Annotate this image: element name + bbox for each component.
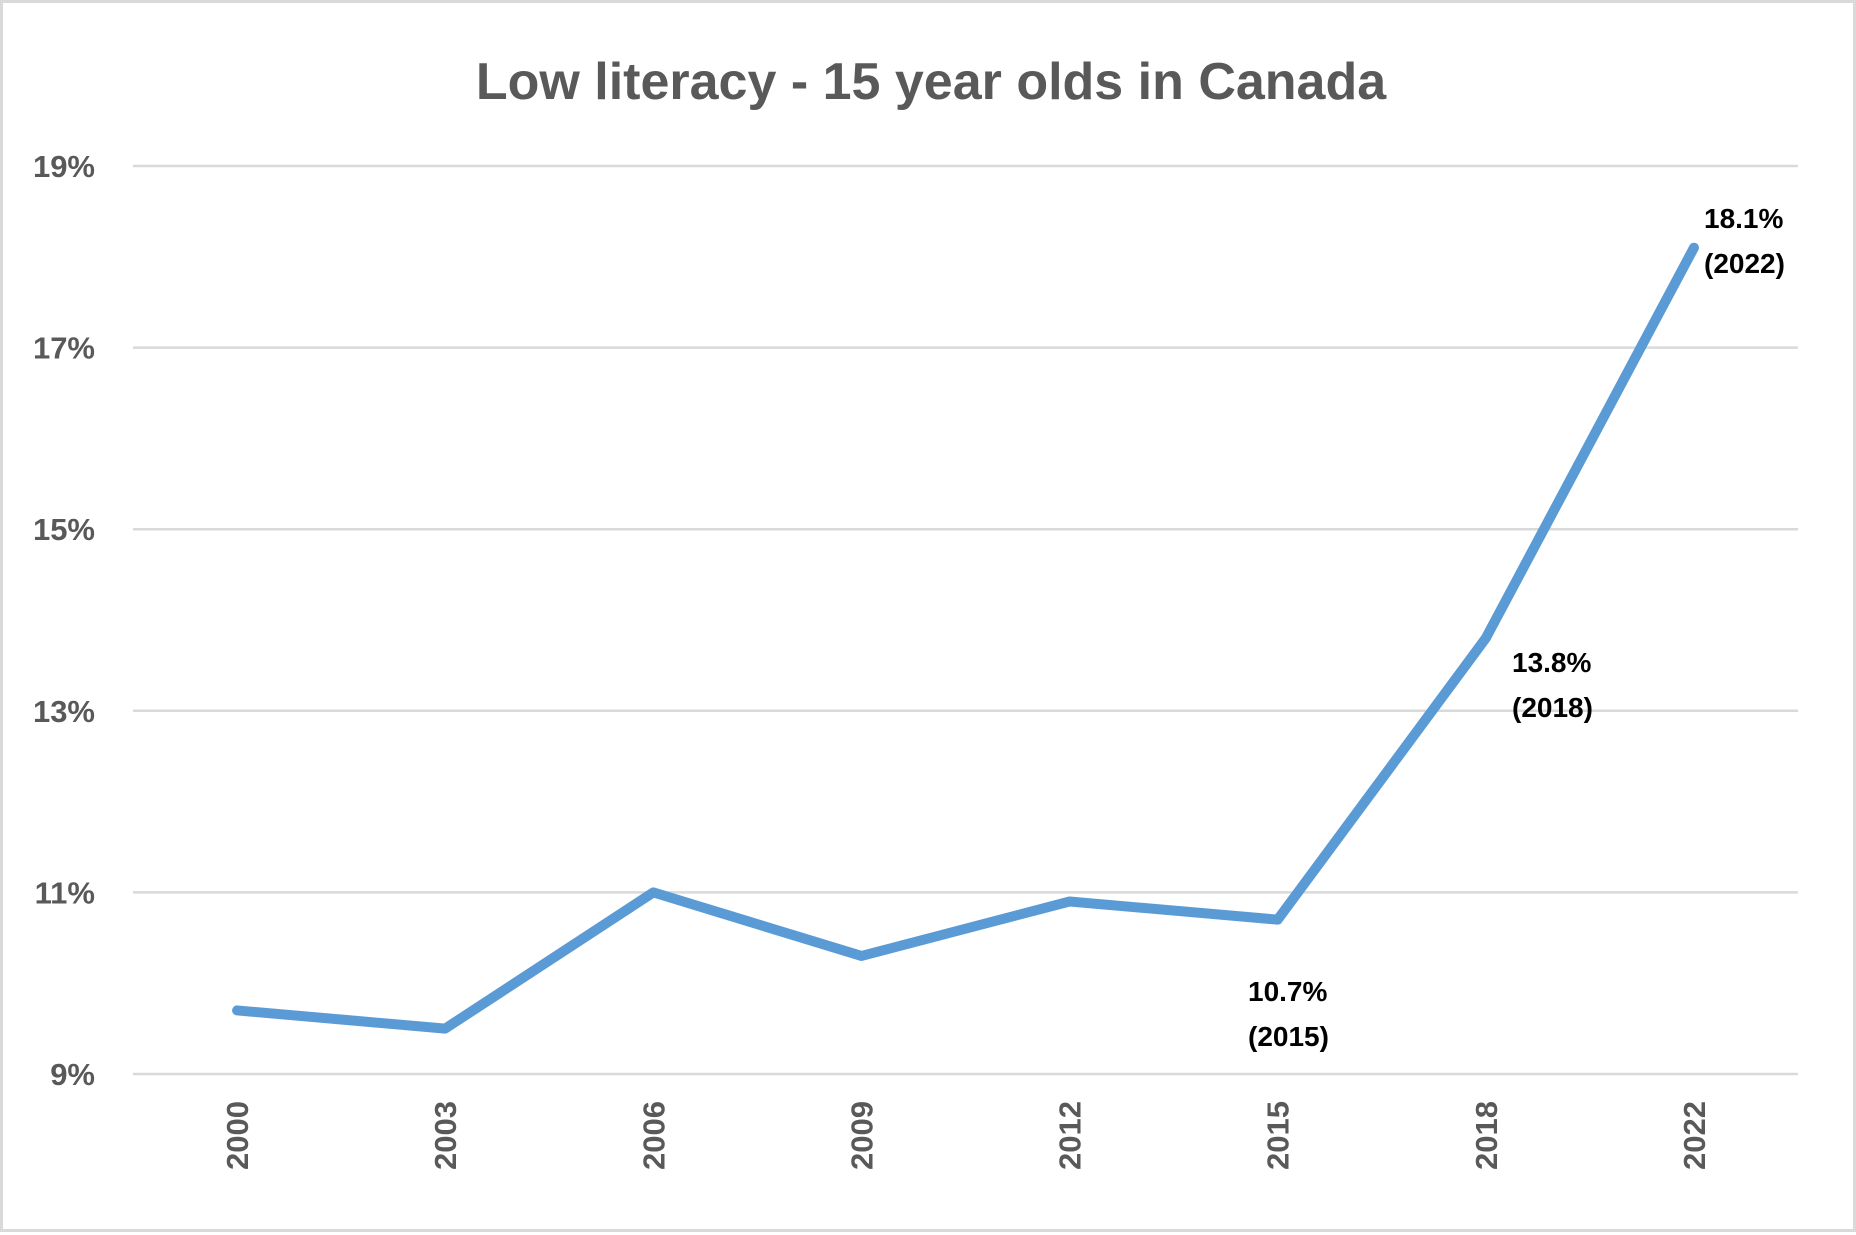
data-label-year: (2015) <box>1248 1021 1329 1052</box>
data-label-value: 13.8% <box>1512 647 1591 678</box>
data-line <box>237 248 1694 1029</box>
data-label-year: (2022) <box>1704 248 1785 279</box>
y-tick-label: 13% <box>33 694 95 729</box>
x-tick-label: 2022 <box>1677 1101 1712 1170</box>
y-tick-label: 11% <box>35 875 95 910</box>
x-tick-label: 2009 <box>844 1101 879 1170</box>
y-tick-label: 9% <box>50 1057 95 1092</box>
line-chart: Low literacy - 15 year olds in Canada 9%… <box>3 3 1856 1235</box>
y-tick-label: 15% <box>33 512 95 547</box>
data-label-year: (2018) <box>1512 692 1593 723</box>
data-label-value: 18.1% <box>1704 203 1783 234</box>
x-tick-label: 2006 <box>636 1101 671 1170</box>
x-tick-label: 2003 <box>428 1101 463 1170</box>
x-tick-label: 2015 <box>1261 1101 1296 1170</box>
y-tick-label: 17% <box>33 331 95 366</box>
chart-title: Low literacy - 15 year olds in Canada <box>476 53 1387 111</box>
x-tick-label: 2000 <box>220 1101 255 1170</box>
x-tick-label: 2018 <box>1469 1101 1504 1170</box>
data-label-value: 10.7% <box>1248 976 1327 1007</box>
x-tick-label: 2012 <box>1053 1101 1088 1170</box>
y-tick-label: 19% <box>33 149 95 184</box>
